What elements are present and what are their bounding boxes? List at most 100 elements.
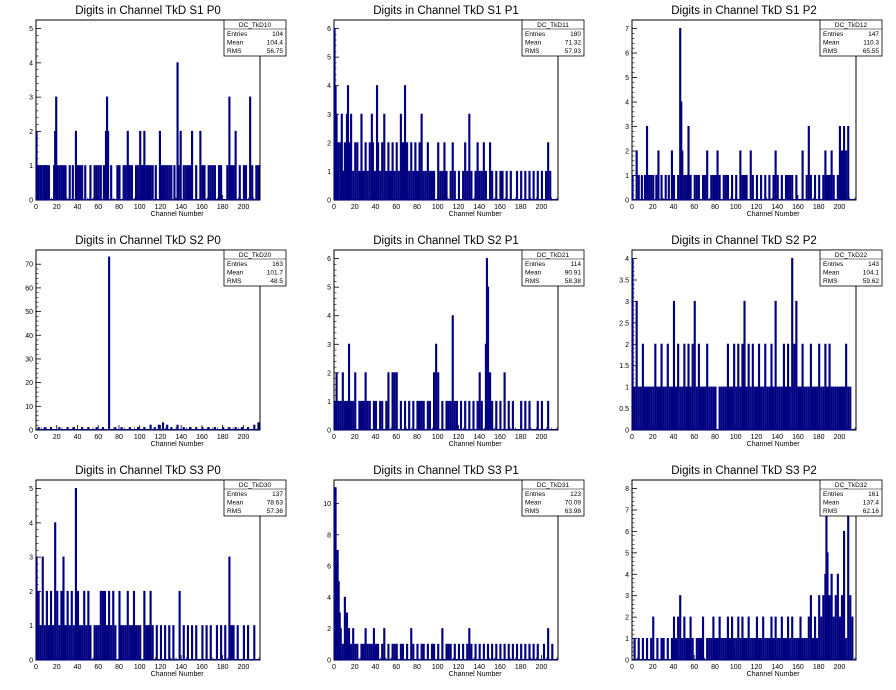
y-tick-label: 0 xyxy=(29,658,33,665)
histogram-bin xyxy=(832,174,835,201)
histogram-bin xyxy=(474,643,477,661)
histogram-bin xyxy=(213,165,216,201)
histogram-bin xyxy=(774,150,777,201)
stats-name: DC_TkD30 xyxy=(239,482,272,489)
histogram-bin xyxy=(37,590,40,661)
histogram-bin xyxy=(685,174,688,201)
histogram-bin xyxy=(60,590,63,661)
histogram-bin xyxy=(753,638,756,661)
histogram-bin xyxy=(637,638,640,661)
histogram-bin xyxy=(389,170,392,201)
histogram-bin xyxy=(791,258,794,431)
y-tick-label: 6 xyxy=(327,26,331,33)
histogram-bin xyxy=(776,386,779,431)
stats-mean-label: Mean xyxy=(823,40,840,47)
stats-rms-value: 63.98 xyxy=(565,508,582,515)
x-tick-label: 160 xyxy=(792,664,804,671)
y-tick-label: 50 xyxy=(25,309,33,316)
stats-rms-label: RMS xyxy=(525,508,540,515)
histogram-bin xyxy=(368,643,371,661)
x-axis-label: Channel Number xyxy=(747,671,801,678)
histogram-bin xyxy=(749,638,752,661)
histogram-bin xyxy=(774,616,777,661)
stats-box: DC_TkD11 Entries 180 Mean 71.32 RMS 57.93 xyxy=(521,19,585,57)
x-tick-label: 120 xyxy=(751,204,763,211)
chart-title: Digits in Channel TkD S3 P1 xyxy=(373,465,519,477)
histogram-bin xyxy=(383,113,386,201)
y-tick-label: 8 xyxy=(625,486,629,493)
x-tick-label: 120 xyxy=(453,434,465,441)
y-tick-label: 1 xyxy=(327,169,331,176)
histogram-bin xyxy=(95,165,98,201)
y-tick-label: 4 xyxy=(625,572,629,579)
histogram-bin xyxy=(672,174,676,201)
histogram-bin xyxy=(797,638,800,661)
histogram-bin xyxy=(547,400,550,431)
histogram-bin xyxy=(520,400,523,431)
y-tick-label: 0 xyxy=(327,198,331,205)
histogram-bin xyxy=(728,638,732,661)
histogram-bin xyxy=(685,638,688,661)
stats-mean-value: 104.1 xyxy=(863,270,880,277)
histogram-bin xyxy=(540,400,543,431)
histogram-bin xyxy=(60,165,63,201)
histogram-bin xyxy=(343,596,346,661)
histogram-series xyxy=(631,28,850,201)
y-tick-label: 4 xyxy=(29,60,33,67)
stats-mean-label: Mean xyxy=(823,270,840,277)
histogram-bin xyxy=(745,386,748,431)
histogram-bin xyxy=(747,616,750,661)
histogram-bin xyxy=(784,638,788,661)
histogram-bin xyxy=(677,174,680,201)
histogram-bin xyxy=(840,595,844,661)
histogram-bin xyxy=(143,130,146,201)
histogram-bin xyxy=(712,174,715,201)
histogram-bin xyxy=(532,170,535,201)
x-tick-label: 120 xyxy=(453,204,465,211)
histogram-bin xyxy=(784,386,788,431)
histogram-bin xyxy=(681,386,684,431)
histogram-bin xyxy=(515,170,519,201)
histogram-bin xyxy=(441,400,444,431)
histogram-bin xyxy=(733,343,736,431)
y-tick-label: 2 xyxy=(327,626,331,633)
histogram-bin xyxy=(838,125,841,201)
histogram-bin xyxy=(807,616,810,661)
histogram-bin xyxy=(660,174,663,201)
histogram-bin xyxy=(689,386,692,431)
histogram-bin xyxy=(645,386,649,431)
histogram-bin xyxy=(731,616,734,661)
histogram-bin xyxy=(737,343,740,431)
stats-rms-value: 57.36 xyxy=(267,508,284,515)
histogram-bin xyxy=(207,165,210,201)
histogram-bin xyxy=(337,400,340,431)
stats-box: DC_TkD32 Entries 161 Mean 137.4 RMS 62.16 xyxy=(819,479,883,517)
stats-rms-label: RMS xyxy=(525,48,540,55)
histogram-bin xyxy=(182,165,185,201)
stats-rms-value: 48.5 xyxy=(270,278,283,285)
histogram-bin xyxy=(362,170,365,201)
histogram-bin xyxy=(760,174,763,201)
chart-title: Digits in Channel TkD S1 P0 xyxy=(75,5,221,17)
histogram-bin xyxy=(76,165,80,201)
x-tick-label: 180 xyxy=(515,204,527,211)
histogram-bin xyxy=(675,638,678,661)
histogram-bin xyxy=(464,142,467,201)
y-tick-label: 4 xyxy=(625,100,629,107)
stats-entries-label: Entries xyxy=(227,491,248,498)
histogram-bin xyxy=(238,165,241,201)
stats-box-frame xyxy=(819,19,883,57)
histogram-bin xyxy=(343,400,346,431)
x-tick-label: 120 xyxy=(155,204,167,211)
histogram-bin xyxy=(408,170,411,201)
histogram-bin xyxy=(164,165,167,201)
histogram-bin xyxy=(664,386,667,431)
histogram-bin xyxy=(768,386,771,431)
x-tick-label: 20 xyxy=(351,664,359,671)
histogram-bin xyxy=(350,643,353,661)
histogram-bin xyxy=(374,400,378,431)
histogram-bin xyxy=(462,170,465,201)
histogram-bin xyxy=(191,130,194,201)
chart-title: Digits in Channel TkD S3 P2 xyxy=(671,465,817,477)
histogram-bin xyxy=(393,643,396,661)
